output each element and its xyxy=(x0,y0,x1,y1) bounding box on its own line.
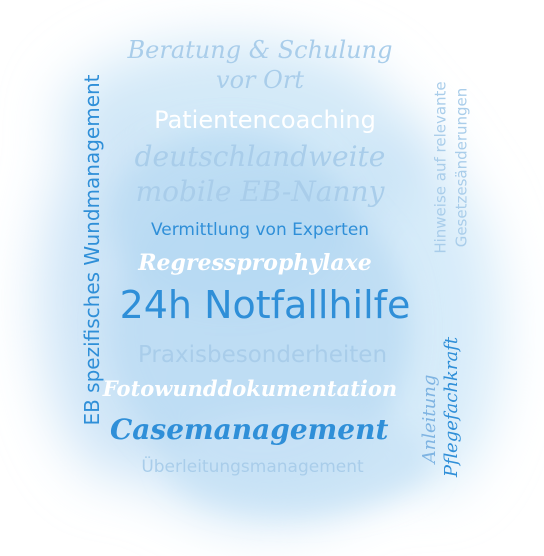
word-praxis: Praxisbesonderheiten xyxy=(137,342,388,368)
word-deutschlandweite: deutschlandweite xyxy=(134,140,386,173)
word-hinweise: Hinweise auf relevante xyxy=(431,81,450,254)
word-ueberleitung: Überleitungsmanagement xyxy=(141,457,364,477)
word-gesetz: Gesetzesänderungen xyxy=(452,87,471,248)
word-patientencoaching: Patientencoaching xyxy=(154,106,376,134)
word-eb-wundmanagement: EB spezifisches Wundmanagement xyxy=(80,74,104,426)
word-pflegefachkraft: Pflegefachkraft xyxy=(441,336,462,478)
word-anleitung: Anleitung xyxy=(419,374,440,464)
word-regress: Regressprophylaxe xyxy=(138,250,372,276)
word-fotowund: Fotowunddokumentation xyxy=(102,376,398,401)
word-nanny: mobile EB-Nanny xyxy=(135,175,385,208)
word-casemanagement: Casemanagement xyxy=(110,413,389,446)
word-vermittlung: Vermittlung von Experten xyxy=(150,220,370,240)
word-beratung: Beratung & Schulung xyxy=(127,36,393,64)
word-notfall: 24h Notfallhilfe xyxy=(119,283,411,327)
word-vor-ort: vor Ort xyxy=(216,66,304,94)
